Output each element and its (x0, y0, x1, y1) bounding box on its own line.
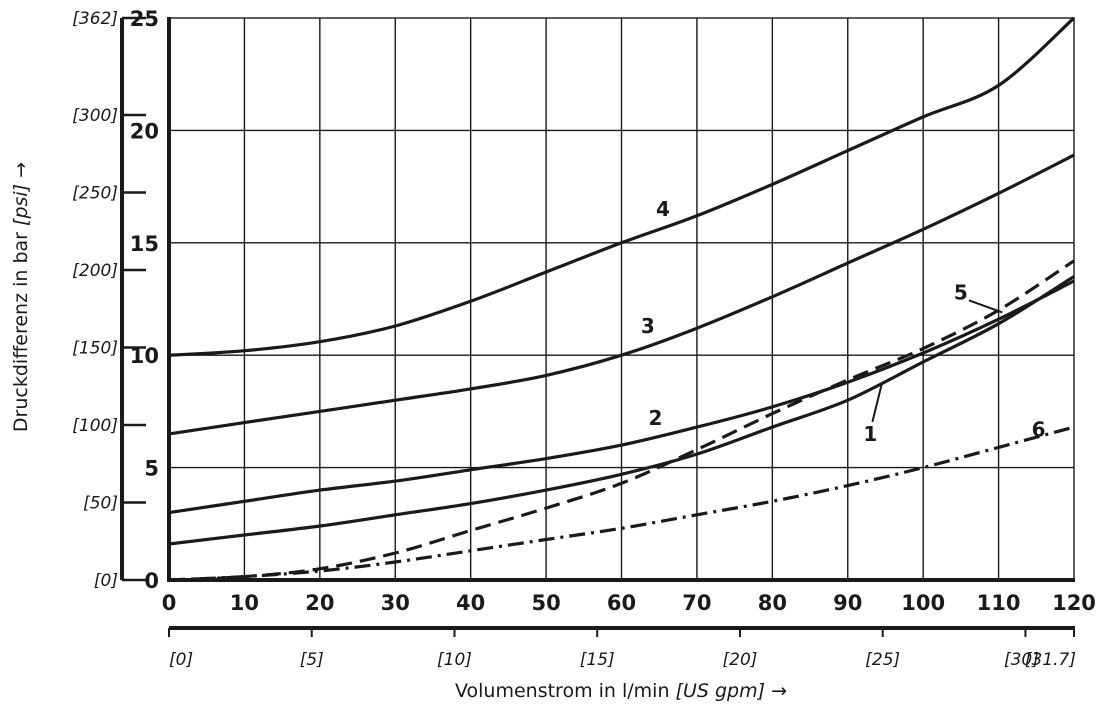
x-tick-label: 20 (305, 591, 334, 615)
y-tick-label: 0 (144, 569, 159, 593)
series-label-6: 6 (1032, 417, 1046, 441)
x-tick-label: 80 (758, 591, 787, 615)
x-tick-label: 0 (162, 591, 177, 615)
y-axis-arrow: → (10, 162, 32, 178)
x-tick-label: 70 (682, 591, 711, 615)
x-tick-label: 110 (977, 591, 1021, 615)
secondary-x-tick-label: [10] (437, 650, 472, 670)
curves (168, 16, 1076, 582)
secondary-y-tick-label: [300] (72, 106, 118, 126)
x-axis-title-text: Volumenstrom in l/min (455, 680, 670, 702)
secondary-x-tick-label: [25] (865, 650, 900, 670)
secondary-y-tick-label: [100] (72, 416, 118, 436)
x-tick-label: 30 (381, 591, 410, 615)
secondary-x-tick-label: [15] (580, 650, 615, 670)
series-line-1 (168, 275, 1075, 546)
grid (169, 18, 1074, 580)
x-tick-label: 50 (531, 591, 560, 615)
series-label-5: 5 (954, 280, 968, 304)
x-tick-label: 90 (833, 591, 862, 615)
x-tick-label: 40 (456, 591, 485, 615)
series-line-4 (168, 16, 1076, 357)
x-axis-title: Volumenstrom in l/min [US gpm] → (455, 680, 787, 702)
x-tick-label: 60 (607, 591, 636, 615)
x-tick-label: 100 (901, 591, 945, 615)
y-tick-label: 5 (144, 457, 159, 481)
x-tick-label: 120 (1052, 591, 1096, 615)
secondary-axes: [0] [50] [100] [150] [200] [250] [300] [362] [0]… (72, 9, 1076, 670)
secondary-y-tick-label: [150] (72, 339, 118, 359)
x-axis-unit: [US gpm] (676, 680, 765, 702)
secondary-x-tick-label: [31.7] (1025, 650, 1076, 670)
secondary-x-tick-label: [20] (723, 650, 758, 670)
curve-labels: 4 3 2 1 5 6 (641, 197, 1046, 446)
x-tick-label: 10 (230, 591, 259, 615)
series-line-3 (168, 153, 1075, 436)
secondary-y-tick-label: [250] (72, 184, 118, 204)
series-label-leader-1 (871, 384, 883, 423)
secondary-x-tick-label: [5] (300, 650, 324, 670)
y-tick-label: 15 (130, 232, 159, 256)
y-axis-title-text: Druckdifferenz in bar (10, 232, 32, 432)
series-label-leader-5 (968, 299, 1003, 314)
y-axis-unit: [psi] (10, 184, 32, 226)
secondary-y-tick-label: [50] (83, 494, 118, 514)
series-label-2: 2 (648, 406, 662, 430)
series-line-5 (168, 259, 1075, 582)
series-label-3: 3 (641, 314, 655, 338)
series-line-2 (168, 279, 1075, 515)
series-label-4: 4 (656, 197, 670, 221)
secondary-y-tick-label: [200] (72, 261, 118, 281)
secondary-x-tick-label: [0] (169, 650, 193, 670)
y-axis-title: Druckdifferenz in bar [psi] → (10, 162, 32, 432)
secondary-y-tick-label: [362] (72, 9, 118, 29)
y-tick-label: 20 (130, 119, 159, 143)
x-axis-arrow: → (771, 680, 787, 702)
series-label-1: 1 (863, 422, 877, 446)
secondary-x-tick-label: [30] (1004, 650, 1039, 670)
secondary-y-tick-label: [0] (94, 571, 118, 591)
